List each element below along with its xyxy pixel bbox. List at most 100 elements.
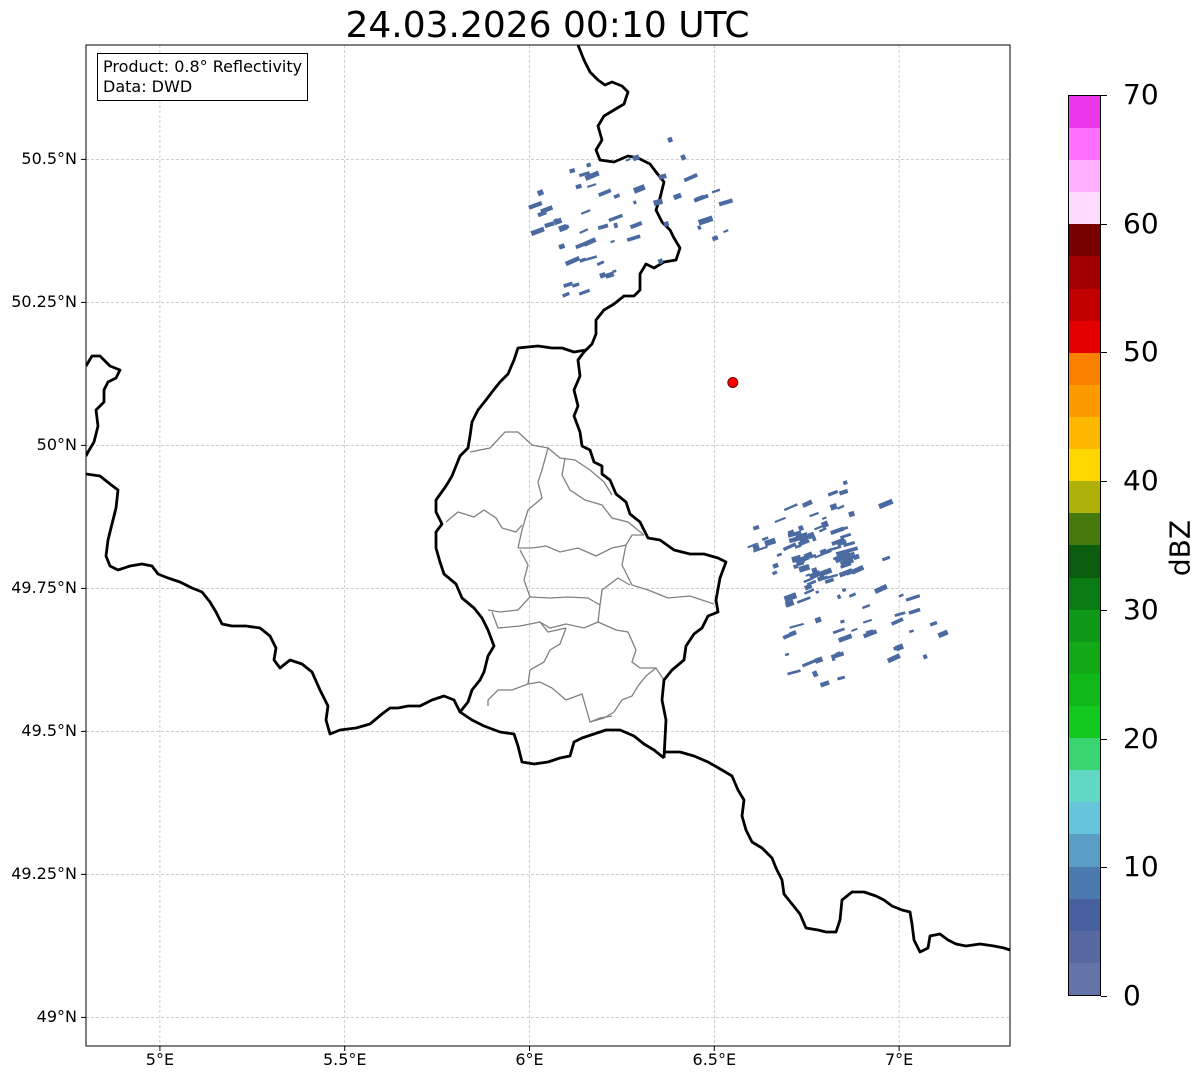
echo-pixel — [663, 220, 670, 227]
colorbar — [1068, 95, 1101, 996]
echo-pixel — [680, 154, 687, 161]
colorbar-segment — [1069, 513, 1100, 546]
echo-pixel — [586, 183, 597, 189]
echo-pixel — [711, 188, 721, 194]
echo-pixel — [894, 611, 906, 617]
echo-pixel — [937, 629, 949, 639]
lon-tick-label: 7°E — [884, 1050, 914, 1069]
echo-pixel — [814, 616, 822, 624]
echo-pixel — [837, 504, 845, 510]
echo-pixel — [784, 599, 795, 608]
echo-pixel — [784, 652, 790, 657]
colorbar-tickmark — [1101, 867, 1107, 869]
echo-pixel — [811, 670, 819, 678]
colorbar-segment — [1069, 352, 1100, 385]
echo-pixel — [626, 234, 641, 242]
echo-pixel — [610, 239, 615, 244]
echo-pixel — [772, 562, 779, 569]
product-label: Product: 0.8° Reflectivity — [103, 57, 303, 76]
lon-tick-label: 5°E — [145, 1050, 175, 1069]
echo-pixel — [840, 619, 845, 624]
colorbar-tickmark — [1101, 609, 1107, 611]
echo-pixel — [599, 272, 607, 279]
echo-pixel — [528, 201, 543, 210]
echo-pixel — [783, 503, 798, 512]
echo-pixel — [718, 198, 734, 207]
echo-pixel — [803, 583, 813, 591]
echo-pixel — [771, 570, 778, 576]
echo-pixel — [862, 618, 872, 624]
colorbar-label: dBZ — [1163, 519, 1197, 577]
echo-pixel — [829, 503, 838, 511]
echo-pixel — [723, 229, 729, 234]
lat-tick-label: 50.5°N — [21, 149, 77, 169]
map-frame — [85, 44, 1011, 1047]
echo-pixel — [578, 288, 591, 296]
echo-pixel — [658, 173, 667, 180]
lat-tick-label: 49.75°N — [11, 578, 77, 598]
echo-pixel — [862, 629, 878, 639]
echo-pixel — [613, 193, 621, 199]
country-borders — [86, 45, 1010, 954]
echo-pixel — [922, 653, 928, 660]
echo-pixel — [797, 538, 810, 547]
echo-pixel — [540, 205, 554, 214]
echo-pixel — [832, 627, 846, 635]
echo-pixel — [653, 198, 664, 207]
echo-pixel — [608, 213, 624, 222]
echo-pixel — [693, 193, 709, 203]
echo-pixel — [814, 551, 829, 559]
echo-pixel — [632, 200, 638, 205]
echo-pixel — [584, 170, 600, 181]
colorbar-segment — [1069, 609, 1100, 642]
colorbar-segment — [1069, 962, 1100, 995]
echo-pixel — [793, 564, 799, 570]
echo-pixel — [850, 564, 865, 575]
colorbar-segment — [1069, 577, 1100, 610]
colorbar-segment — [1069, 160, 1100, 193]
info-box: Product: 0.8° Reflectivity Data: DWD — [97, 53, 309, 101]
echo-pixel — [586, 162, 592, 168]
map-title: 24.03.2026 00:10 UTC — [345, 5, 750, 46]
colorbar-segment — [1069, 930, 1100, 963]
colorbar-segment — [1069, 738, 1100, 771]
colorbar-tickmark — [1101, 95, 1107, 96]
echo-pixel — [798, 563, 811, 573]
echo-pixel — [544, 221, 555, 229]
colorbar-segment — [1069, 898, 1100, 931]
colorbar-segment — [1069, 481, 1100, 514]
colorbar-segment — [1069, 384, 1100, 418]
echo-pixel — [881, 555, 891, 562]
echo-pixel — [604, 271, 615, 279]
lat-tick-label: 49°N — [36, 1007, 77, 1027]
echo-pixel — [805, 573, 811, 577]
echo-pixel — [837, 633, 853, 643]
echo-pixel — [558, 243, 566, 250]
echo-pixel — [839, 532, 852, 539]
echo-pixel — [585, 255, 598, 262]
echo-pixel — [753, 545, 768, 553]
echo-pixel — [842, 480, 848, 486]
echo-pixel — [801, 499, 813, 508]
echo-pixel — [843, 541, 856, 548]
echo-pixel — [597, 223, 609, 231]
echo-pixel — [823, 573, 839, 580]
echo-pixel — [852, 553, 860, 561]
echo-pixel — [629, 221, 643, 230]
echo-pixel — [596, 260, 605, 266]
echo-pixel — [837, 675, 846, 681]
echo-pixel — [711, 235, 719, 242]
echo-pixel — [774, 516, 786, 524]
echo-pixel — [564, 224, 570, 230]
colorbar-tickmark — [1101, 223, 1107, 225]
echo-pixel — [836, 539, 847, 547]
colorbar-tick-label: 0 — [1123, 979, 1141, 1012]
echo-pixel — [818, 527, 827, 533]
colorbar-tick-label: 30 — [1123, 592, 1159, 626]
colorbar-segment — [1069, 866, 1100, 899]
echo-pixel — [848, 592, 857, 598]
echo-pixel — [796, 596, 811, 604]
echo-pixel — [819, 680, 830, 688]
echo-pixel — [821, 516, 827, 520]
echo-pixel — [580, 209, 591, 215]
